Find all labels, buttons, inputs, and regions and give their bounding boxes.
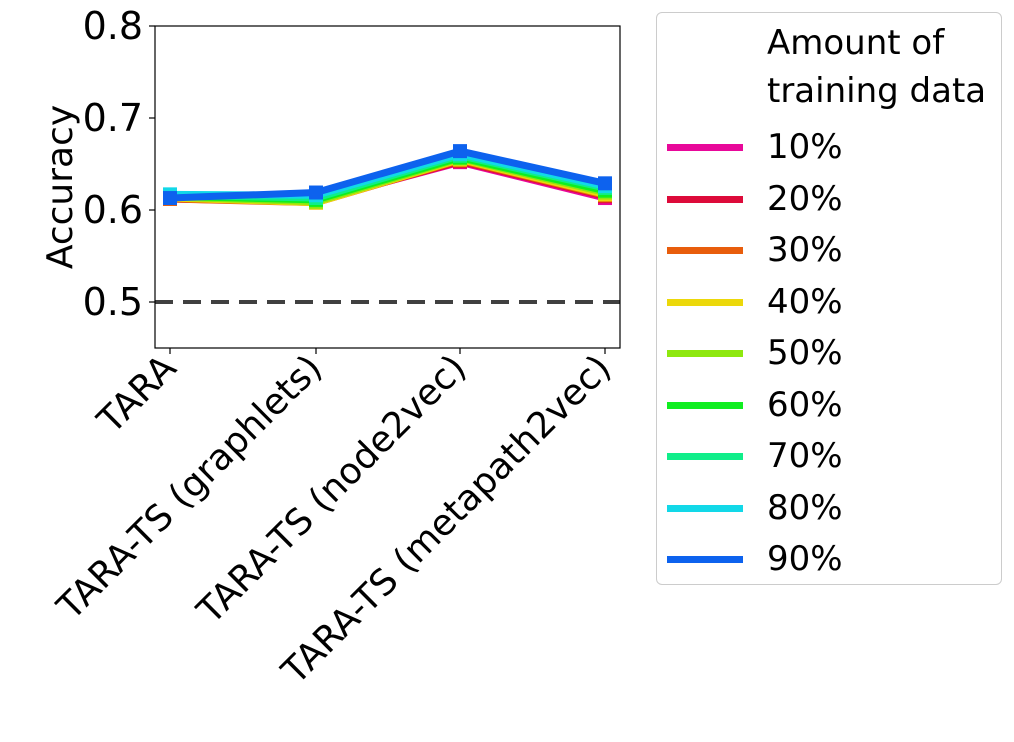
data-point-marker	[309, 185, 323, 200]
x-tick-label: TARA-TS (graphlets)	[49, 347, 330, 628]
legend-swatch	[667, 144, 743, 151]
legend-entry: 70%	[667, 436, 987, 476]
data-point-marker	[598, 176, 612, 191]
x-tick-label: TARA-TS (node2vec)	[189, 347, 474, 632]
legend-label: 70%	[767, 436, 843, 476]
legend-swatch	[667, 556, 743, 563]
legend-title: Amount of training data	[767, 23, 987, 111]
legend-entry: 10%	[667, 127, 987, 167]
legend-label: 80%	[767, 487, 843, 528]
legend-entry: 40%	[667, 282, 987, 322]
legend-label: 10%	[767, 127, 843, 167]
series-group	[163, 144, 612, 210]
legend-entry: 60%	[667, 385, 987, 425]
y-tick-label: 0.5	[83, 280, 143, 324]
y-tick-label: 0.6	[83, 188, 143, 232]
legend-label: 90%	[767, 539, 843, 579]
legend-entry: 30%	[667, 230, 987, 270]
legend-swatch	[667, 504, 743, 512]
legend-entry: 90%	[667, 539, 987, 579]
legend-label: 60%	[767, 384, 843, 425]
y-tick-label: 0.7	[83, 96, 143, 140]
series-90pct	[163, 144, 612, 206]
legend-swatch	[667, 401, 743, 409]
legend-label: 20%	[767, 178, 843, 219]
data-point-marker	[163, 191, 177, 206]
y-axis-label: Accuracy	[40, 105, 81, 269]
legend-label: 40%	[767, 281, 843, 322]
legend-entry: 20%	[667, 179, 987, 219]
legend-entry: 80%	[667, 488, 987, 528]
series-line	[169, 147, 606, 202]
legend-swatch	[667, 298, 743, 306]
data-point-marker	[453, 144, 467, 159]
legend-swatch	[667, 247, 743, 254]
legend-label: 50%	[767, 333, 843, 373]
x-tick-label: TARA	[90, 347, 185, 442]
legend-entry: 50%	[667, 333, 987, 373]
plot-area-frame	[154, 25, 621, 349]
legend-label: 30%	[767, 230, 843, 270]
legend-swatch	[667, 453, 743, 460]
legend-swatch	[667, 195, 743, 203]
y-axis: 0.5 0.6 0.7 0.8	[83, 4, 155, 324]
legend: Amount of training data 10% 20% 30% 40% 50% 6…	[656, 12, 1002, 585]
y-tick-label: 0.8	[83, 4, 143, 48]
legend-swatch	[667, 350, 743, 357]
